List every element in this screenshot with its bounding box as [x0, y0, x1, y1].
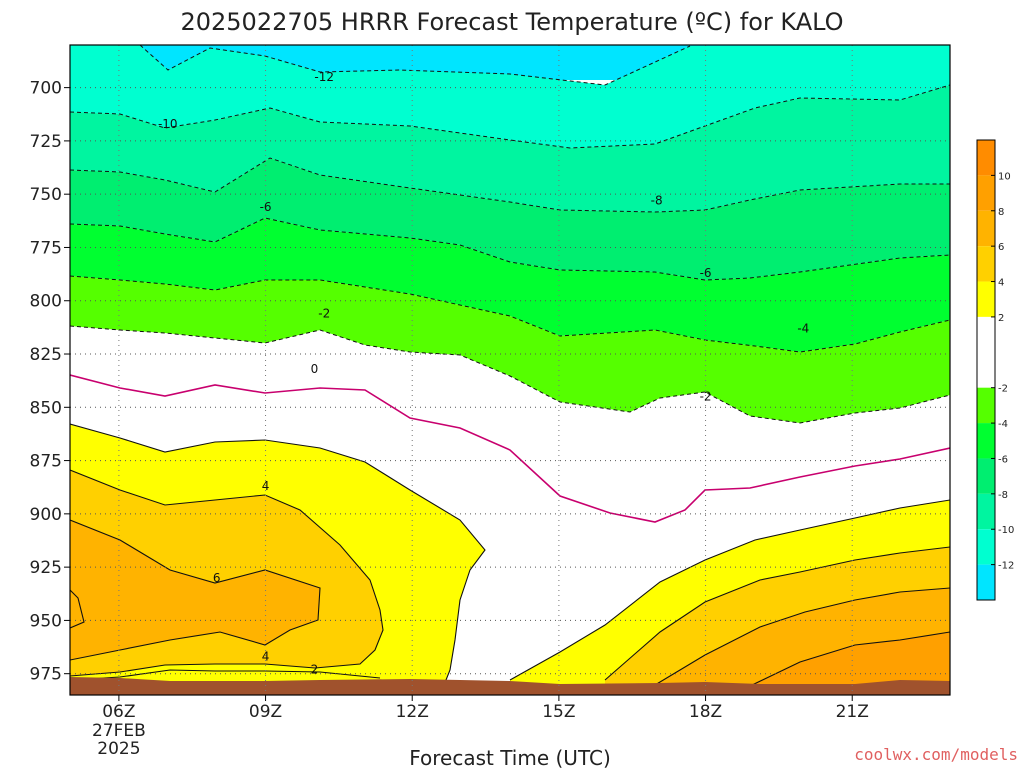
colorbar-swatch [977, 529, 995, 565]
colorbar-tick-label: -2 [998, 384, 1008, 395]
contour-2-right [509, 499, 950, 681]
colorbar-tick-label: -12 [998, 561, 1014, 572]
contour-8-right [749, 631, 950, 687]
y-tick-label: 950 [30, 611, 62, 631]
contour-minus10 [70, 84, 950, 149]
y-tick-label: 975 [30, 665, 62, 685]
contour-label: -2 [318, 307, 330, 321]
temp-band-minus4-minus2 [70, 276, 950, 423]
colorbar-tick-label: -4 [998, 419, 1008, 430]
colorbar-swatch [977, 281, 995, 317]
colorbar-swatch [977, 423, 995, 459]
temp-band-6-8-left [70, 520, 320, 660]
x-tick-sublabel: 27FEB [92, 721, 146, 741]
x-tick-label: 09Z [249, 702, 282, 722]
plot-area [70, 45, 950, 695]
colorbar-swatch [977, 140, 995, 176]
y-tick-label: 725 [30, 132, 62, 152]
colorbar-tick-label: -8 [998, 490, 1008, 501]
y-axis: 700 725 750 775 800 825 850 875 900 925 950 975 [30, 79, 70, 685]
temp-band-8-10-right [750, 632, 950, 695]
colorbar-tick-label: 10 [998, 171, 1011, 182]
contour-label: -2 [700, 390, 712, 404]
colorbar-swatch [977, 387, 995, 424]
x-tick-label: 21Z [836, 702, 869, 722]
contour-label: -12 [314, 70, 334, 84]
x-tick-label: 15Z [542, 702, 575, 722]
y-tick-label: 775 [30, 238, 62, 258]
y-tick-label: 700 [30, 79, 62, 99]
contour-label: -6 [700, 266, 712, 280]
contour-label: -4 [797, 321, 809, 335]
contour-minus6 [70, 217, 950, 281]
grid [70, 45, 950, 695]
ground [70, 677, 950, 695]
contour-6-left [70, 519, 321, 661]
colorbar-tick-label: -6 [998, 454, 1008, 465]
contour-label: 4 [262, 650, 270, 664]
colorbar-swatch [977, 458, 995, 494]
colorbar-frame [976, 139, 996, 601]
colorbar-swatch [977, 210, 995, 247]
contour-minus2 [70, 325, 950, 424]
contour-2-left [70, 423, 486, 695]
temp-band-minus6-minus4 [70, 218, 950, 352]
colorbar-tick-label: 4 [998, 278, 1004, 289]
x-tick-label: 18Z [689, 702, 722, 722]
colorbar-swatch [977, 493, 995, 530]
contour-label: 4 [262, 479, 270, 493]
temp-band-minus10-minus8 [70, 85, 950, 212]
contour-minus4 [70, 275, 950, 353]
contour-4-left [70, 469, 384, 677]
y-tick-label: 850 [30, 398, 62, 418]
plot-frame [69, 44, 951, 696]
contour-2-bottom [70, 669, 381, 681]
colorbar-tick-label: -10 [998, 525, 1014, 536]
colorbar: 10 8 6 4 2 -2 -4 -6 -8 -10 -12 [976, 139, 1014, 601]
x-tick-label: 12Z [396, 702, 429, 722]
colorbar-tick-label: 6 [998, 242, 1004, 253]
chart-title: 2025022705 HRRR Forecast Temperature (ºC… [180, 8, 843, 36]
colorbar-tick-label: 8 [998, 207, 1004, 218]
negative-contours [70, 45, 950, 424]
contour-labels: -12 -10 -8 -6 -6 -4 -2 -2 0 4 6 4 2 [158, 70, 809, 676]
y-tick-label: 900 [30, 505, 62, 525]
contour-minus8 [70, 157, 950, 213]
y-tick-label: 925 [30, 558, 62, 578]
colorbar-tick-label: 2 [998, 313, 1004, 324]
contour-6-right [654, 587, 950, 686]
colorbar-swatch [977, 316, 995, 388]
colorbar-swatch [977, 175, 995, 211]
contour-label: 6 [213, 571, 221, 585]
temp-band-minus8-minus6 [70, 158, 950, 280]
contour-label: -8 [651, 194, 663, 208]
temp-band-minus12-minus10 [70, 45, 950, 148]
y-tick-label: 750 [30, 185, 62, 205]
contour-minus12 [139, 45, 691, 86]
y-tick-label: 825 [30, 345, 62, 365]
y-tick-label: 800 [30, 292, 62, 312]
contour-0-isotherm [70, 374, 950, 523]
x-tick-sublabel: 2025 [97, 739, 140, 759]
x-axis-label: Forecast Time (UTC) [409, 746, 611, 768]
contour-4-right [604, 546, 950, 681]
positive-contours [70, 423, 950, 695]
contour-8-left [70, 589, 85, 629]
watermark: coolwx.com/models [854, 745, 1018, 764]
x-tick-label: 06Z [102, 702, 135, 722]
contour-label: -6 [260, 200, 272, 214]
contour-label: 2 [311, 662, 319, 676]
y-tick-label: 875 [30, 452, 62, 472]
colorbar-swatch [977, 564, 995, 600]
contour-label: 0 [311, 362, 319, 376]
colorbar-swatch [977, 246, 995, 282]
contour-label: -10 [158, 117, 178, 131]
